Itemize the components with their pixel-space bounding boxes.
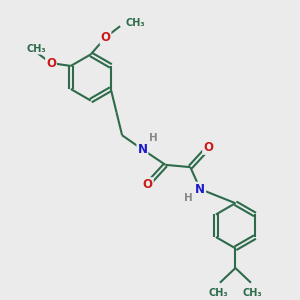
Text: O: O bbox=[46, 57, 56, 70]
Text: CH₃: CH₃ bbox=[209, 288, 228, 298]
Text: CH₃: CH₃ bbox=[26, 44, 46, 54]
Text: CH₃: CH₃ bbox=[125, 18, 145, 28]
Text: O: O bbox=[143, 178, 153, 191]
Text: CH₃: CH₃ bbox=[242, 288, 262, 298]
Text: N: N bbox=[137, 143, 147, 156]
Text: H: H bbox=[184, 193, 193, 202]
Text: N: N bbox=[195, 183, 205, 196]
Text: H: H bbox=[149, 133, 158, 143]
Text: O: O bbox=[203, 141, 213, 154]
Text: O: O bbox=[100, 31, 110, 44]
